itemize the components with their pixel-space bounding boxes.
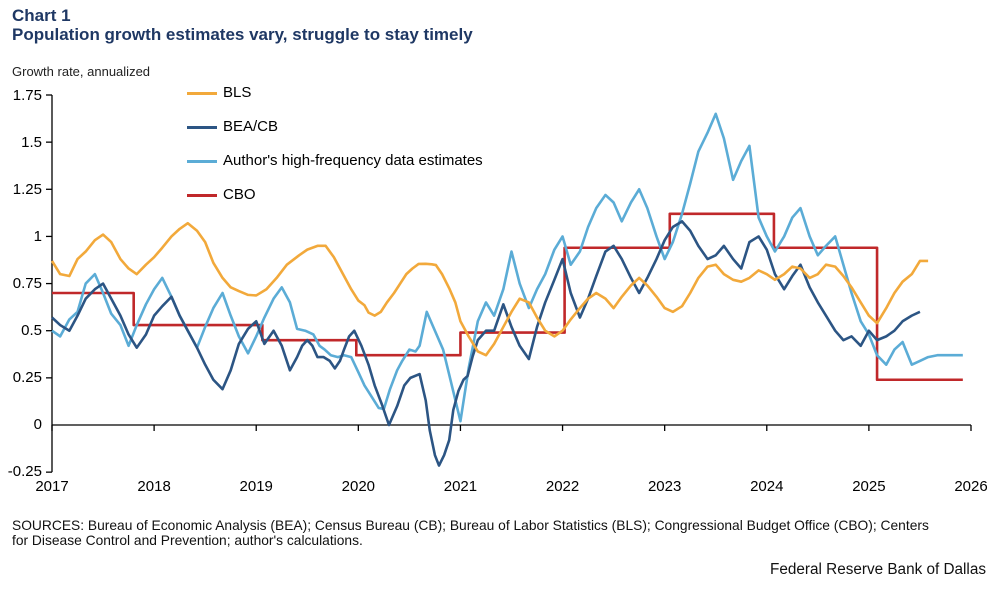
svg-text:2024: 2024 (750, 478, 783, 495)
svg-text:1: 1 (34, 228, 42, 245)
svg-text:0.5: 0.5 (21, 322, 42, 339)
svg-text:2019: 2019 (240, 478, 273, 495)
svg-text:0.25: 0.25 (13, 369, 42, 386)
svg-text:1.5: 1.5 (21, 134, 42, 151)
svg-text:0.75: 0.75 (13, 275, 42, 292)
svg-text:1.75: 1.75 (13, 87, 42, 104)
svg-text:2020: 2020 (342, 478, 375, 495)
svg-text:0: 0 (34, 416, 42, 433)
svg-text:2022: 2022 (546, 478, 579, 495)
svg-text:2025: 2025 (852, 478, 885, 495)
svg-text:2023: 2023 (648, 478, 681, 495)
svg-text:2026: 2026 (954, 478, 987, 495)
svg-text:2018: 2018 (137, 478, 170, 495)
svg-text:2021: 2021 (444, 478, 477, 495)
svg-text:2017: 2017 (35, 478, 68, 495)
svg-text:1.25: 1.25 (13, 181, 42, 198)
